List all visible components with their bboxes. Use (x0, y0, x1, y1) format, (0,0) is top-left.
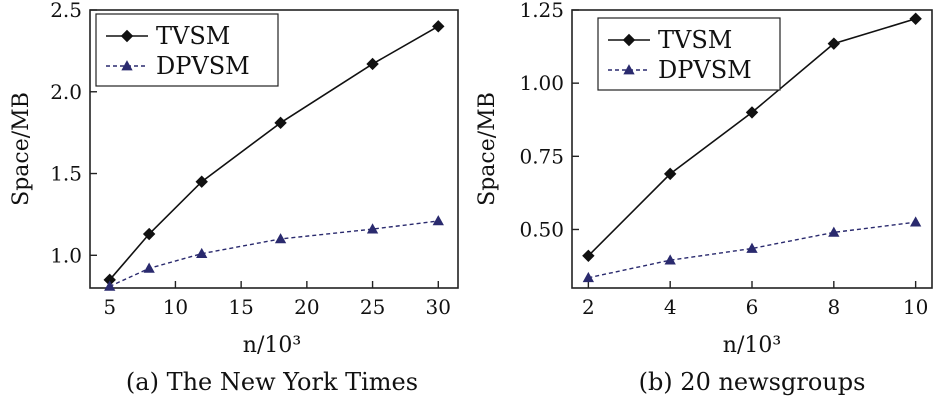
data-point (663, 167, 677, 181)
x-tick-label: 25 (360, 295, 385, 319)
x-tick-label: 20 (294, 295, 319, 319)
x-tick-label: 10 (163, 295, 188, 319)
y-axis-label: Space/MB (475, 92, 500, 206)
series-dpvsm (582, 216, 922, 283)
legend-box (597, 17, 781, 91)
x-axis-label: n/10³ (723, 333, 781, 358)
y-tick-label: 1.00 (519, 71, 564, 95)
y-tick-label: 0.75 (519, 144, 564, 168)
data-point (909, 12, 922, 25)
legend-label: DPVSM (156, 52, 250, 80)
legend-label: TVSM (658, 26, 732, 54)
legend-label: TVSM (156, 22, 230, 50)
series-dpvsm (104, 215, 444, 291)
x-tick-label: 15 (228, 295, 253, 319)
data-point (274, 116, 287, 130)
y-tick-label: 2.0 (50, 80, 82, 104)
plot-frame (89, 9, 459, 289)
data-point (582, 271, 595, 283)
legend-marker (121, 60, 133, 71)
series-tvsm (103, 20, 445, 287)
y-tick-label: 2.5 (50, 0, 82, 22)
data-point (828, 226, 840, 237)
series-tvsm (582, 12, 922, 263)
data-point (195, 175, 208, 188)
data-point (432, 20, 445, 33)
data-point (909, 216, 922, 227)
data-point (745, 106, 759, 119)
data-point (196, 247, 208, 258)
legend-marker (622, 33, 636, 47)
x-tick-label: 5 (103, 295, 116, 319)
y-tick-label: 1.0 (50, 243, 82, 267)
y-tick-label: 1.25 (519, 0, 564, 22)
chart-caption: (b) 20 newsgroups (639, 368, 866, 396)
y-axis-label: Space/MB (9, 92, 34, 206)
data-point (432, 215, 444, 226)
data-point (104, 280, 116, 291)
x-tick-label: 8 (827, 295, 840, 319)
x-tick-label: 6 (746, 295, 759, 319)
data-point (143, 262, 155, 273)
data-point (366, 223, 379, 234)
data-point (746, 242, 758, 253)
series-line (109, 25, 439, 281)
x-tick-label: 30 (426, 295, 451, 319)
data-point (274, 233, 287, 244)
x-tick-label: 2 (582, 295, 595, 319)
legend-label: DPVSM (658, 56, 752, 84)
data-point (142, 227, 156, 241)
data-point (827, 37, 841, 50)
y-tick-label: 1.5 (50, 162, 82, 186)
legend-box (95, 13, 279, 87)
data-point (366, 57, 379, 71)
x-tick-label: 4 (664, 295, 677, 319)
x-axis-label: n/10³ (243, 333, 301, 358)
legend-marker (623, 64, 635, 75)
chart-panel-b: 2 4 6 8 10 0.50 0.75 1.00 1.25 n/10³ Space/MB (b) 2… (475, 0, 933, 396)
chart-panel-a: 5 10 15 20 25 30 1.0 1.5 2.0 2.5 n/10³ Space/MB (a) … (9, 0, 459, 396)
data-point (582, 249, 595, 263)
series-line (109, 220, 439, 288)
x-tick-label: 10 (903, 295, 928, 319)
data-point (664, 254, 676, 265)
y-tick-label: 0.50 (519, 217, 564, 241)
legend-marker (120, 29, 134, 43)
chart-caption: (a) The New York Times (126, 368, 418, 396)
